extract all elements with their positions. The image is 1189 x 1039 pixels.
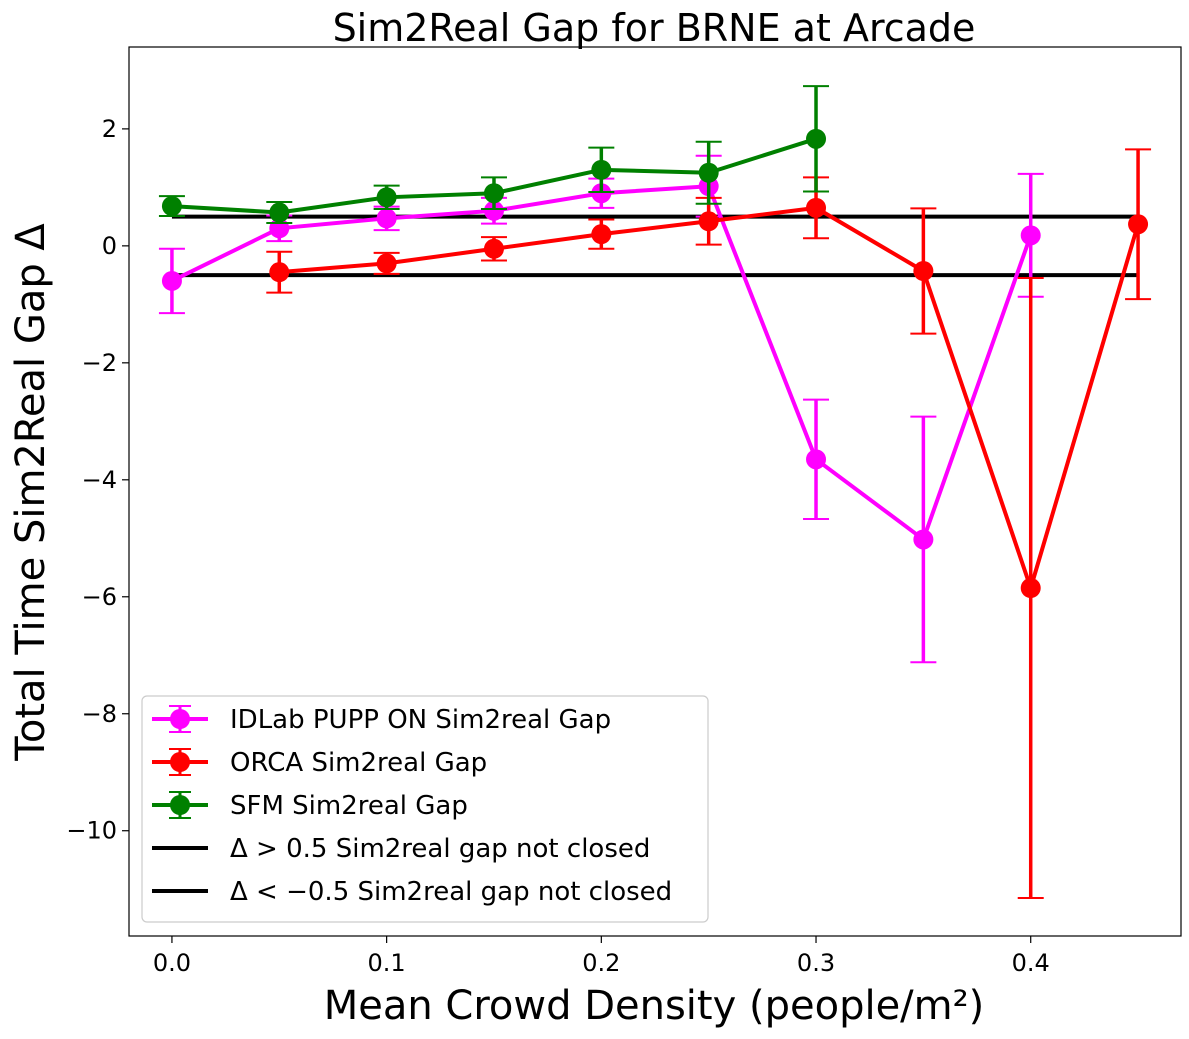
data-point [269,202,290,223]
data-point [483,183,504,204]
data-point [591,159,612,180]
legend-marker [170,752,190,772]
legend-entry-1: IDLab PUPP ON Sim2real Gap [152,705,611,735]
y-axis: 2 0 −2 −4 −6 −8 −10 [66,115,129,845]
y-tick-label: −6 [82,583,117,611]
data-point [806,197,827,218]
data-point [591,224,612,245]
x-axis-label: Mean Crowd Density (people/m²) [324,983,985,1029]
legend-box [141,695,709,923]
data-point [376,208,397,229]
legend-marker [170,709,190,729]
data-point [698,162,719,183]
y-tick-label: −8 [82,700,117,728]
legend-label: Δ > 0.5 Sim2real gap not closed [230,834,650,864]
legend-label: ORCA Sim2real Gap [230,748,487,778]
y-tick-label: 2 [102,115,117,143]
x-tick-label: 0.3 [797,949,835,977]
data-point [1128,214,1149,235]
y-tick-label: −10 [66,817,117,845]
legend-entry-4: Δ > 0.5 Sim2real gap not closed [152,834,650,864]
legend-entry-5: Δ < −0.5 Sim2real gap not closed [152,877,672,907]
data-point [161,270,182,291]
data-point [591,183,612,204]
data-point [1020,225,1041,246]
legend-label: IDLab PUPP ON Sim2real Gap [230,705,611,735]
data-point [913,261,934,282]
data-point [806,449,827,470]
chart-title: Sim2Real Gap for BRNE at Arcade [333,6,976,50]
legend-entry-2: ORCA Sim2real Gap [152,748,487,778]
data-point [269,262,290,283]
legend-label: Δ < −0.5 Sim2real gap not closed [230,877,672,907]
x-tick-label: 0.1 [368,949,406,977]
reference-lines [171,214,1139,278]
series-layer [158,85,1152,899]
legend-entry-3: SFM Sim2real Gap [152,791,468,821]
data-point [698,211,719,232]
y-tick-label: 0 [102,232,117,260]
x-tick-label: 0.4 [1012,949,1050,977]
data-point [376,187,397,208]
data-point [1020,578,1041,599]
y-tick-label: −2 [82,349,117,377]
x-tick-label: 0.2 [582,949,620,977]
series-3 [158,85,830,225]
data-point [161,196,182,217]
data-point [806,128,827,149]
legend: IDLab PUPP ON Sim2real Gap ORCA Sim2real … [141,695,709,923]
data-point [483,200,504,221]
y-axis-label: Total Time Sim2Real Gap Δ [8,223,54,762]
x-axis: 0.0 0.1 0.2 0.3 0.4 [153,936,1050,977]
legend-marker [170,795,190,815]
y-tick-label: −4 [82,466,117,494]
series-2 [266,148,1152,899]
legend-label: SFM Sim2real Gap [230,791,468,821]
data-point [483,238,504,259]
plot-area [128,46,1182,937]
data-point [376,253,397,274]
data-point [913,529,934,550]
x-tick-label: 0.0 [153,949,191,977]
